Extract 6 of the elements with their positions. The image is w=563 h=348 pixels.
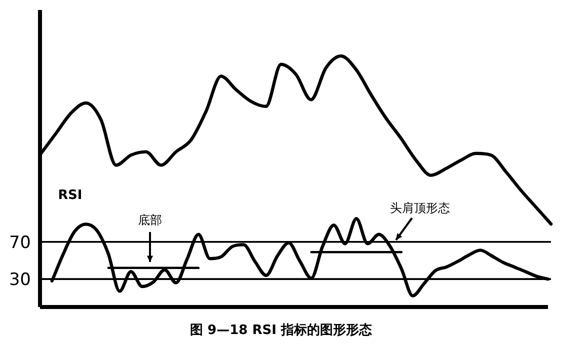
ytick: 30: [9, 270, 31, 290]
annotation: 图 9—18 RSI 指标的图形形态: [190, 323, 372, 338]
ytick: 70: [9, 232, 31, 253]
annotation: 底部: [138, 213, 162, 227]
title: RSI: [58, 188, 82, 203]
annotation: 头肩顶形态: [390, 201, 450, 215]
